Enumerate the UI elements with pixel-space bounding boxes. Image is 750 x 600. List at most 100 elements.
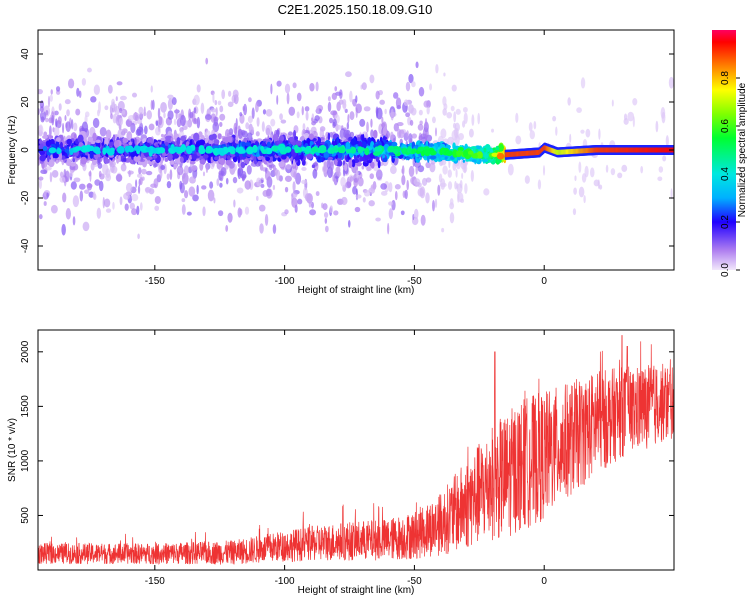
spectrogram-cell — [166, 135, 173, 144]
spectrogram-peak — [205, 147, 211, 154]
spectrogram-cell — [350, 138, 356, 146]
spectrogram-speckle — [90, 96, 97, 103]
spectrogram-speckle — [621, 164, 628, 173]
spectrogram-speckle — [312, 168, 318, 179]
spectrogram-speckle — [325, 225, 329, 233]
spectrogram-speckle — [104, 105, 109, 111]
spectrogram-speckle — [597, 179, 600, 189]
spectrogram-cell — [172, 153, 179, 159]
spectrogram-speckle — [166, 173, 170, 180]
spectrogram-speckle — [292, 181, 296, 192]
spectrogram-cell — [227, 136, 233, 143]
spectrogram-speckle — [105, 208, 112, 213]
spectrogram-speckle — [258, 204, 266, 212]
spectrogram-cell — [195, 141, 201, 147]
spectrogram-cell — [234, 139, 239, 144]
spectrogram-speckle — [349, 175, 354, 182]
spectrogram-peak — [456, 150, 464, 155]
spectrogram-cell — [55, 137, 61, 142]
spectrogram-speckle — [623, 113, 628, 121]
spectrogram-speckle — [251, 126, 255, 135]
spectrogram-speckle — [191, 165, 196, 172]
spectrogram-cell — [55, 159, 59, 164]
spectrogram-speckle — [71, 119, 74, 130]
spectrogram-speckle — [400, 210, 405, 216]
spectrogram-speckle — [355, 194, 362, 199]
spectrogram-speckle — [219, 105, 224, 113]
spectrogram-speckle — [43, 201, 47, 207]
spectrogram-speckle — [180, 114, 186, 127]
spectrogram-speckle — [463, 112, 468, 125]
spectrogram-peak — [48, 147, 57, 154]
spectrogram-speckle — [201, 185, 207, 190]
spectrogram-speckle — [423, 100, 430, 108]
snr-y-ticks: 500 1000 1500 2000 — [20, 340, 674, 524]
spectrogram-speckle — [580, 129, 585, 134]
spectrogram-speckle — [154, 195, 161, 205]
spectrogram-cell — [311, 164, 316, 169]
spectrogram-speckle — [572, 208, 577, 216]
spectrogram-speckle — [434, 198, 438, 208]
spectrogram-speckle — [388, 208, 394, 220]
spectrogram-speckle — [272, 224, 277, 234]
spectrogram-speckle — [219, 121, 223, 128]
spectrogram-speckle — [102, 196, 105, 209]
spectrogram-cell — [281, 154, 287, 160]
spectrogram-speckle — [137, 185, 141, 194]
spectrogram-cell — [189, 160, 196, 165]
spectrogram-peak — [229, 150, 236, 155]
spectrogram-speckle — [573, 187, 577, 195]
y-tick-label: 40 — [20, 48, 31, 60]
spectrogram-speckle — [589, 167, 595, 178]
spectrogram-speckle — [155, 120, 159, 127]
spectrogram-cell — [61, 151, 66, 155]
spectrogram-x-label: Height of straight line (km) — [298, 285, 415, 296]
spectrogram-speckle — [405, 112, 411, 118]
spectrogram-cell — [92, 132, 97, 142]
spectrogram-speckle — [296, 111, 300, 119]
spectrogram-speckle — [120, 163, 127, 172]
spectrogram-speckle — [431, 116, 436, 124]
colorbar: 0.0 0.2 0.4 0.6 0.8 Normalized spectral ampl… — [712, 30, 748, 277]
spectrogram-speckle — [205, 57, 209, 65]
spectrogram-peak — [293, 146, 301, 151]
spectrogram-speckle — [442, 96, 447, 107]
spectrogram-speckle — [355, 103, 362, 114]
y-tick-label: 500 — [20, 507, 31, 524]
spectrogram-speckle — [48, 125, 52, 138]
spectrogram-speckle — [72, 195, 80, 208]
spectrogram-speckle — [183, 165, 189, 175]
spectrogram-speckle — [137, 173, 143, 178]
spectrogram-speckle — [255, 131, 260, 137]
spectrogram-cell — [211, 133, 217, 140]
y-tick-label: -20 — [20, 190, 31, 205]
spectrogram-speckle — [343, 100, 347, 111]
spectrogram-cell — [245, 159, 250, 165]
spectrogram-speckle — [213, 116, 218, 127]
colorbar-tick-label: 0.6 — [720, 119, 731, 133]
spectrogram-speckle — [345, 71, 352, 78]
spectrogram-speckle — [117, 100, 125, 112]
spectrogram-cell — [445, 144, 451, 149]
spectrogram-peak — [470, 153, 478, 159]
spectrogram-cell — [337, 160, 343, 167]
spectrogram-speckle — [334, 86, 338, 92]
spectrogram-speckle — [65, 121, 71, 133]
spectrogram-y-ticks: -40 -20 0 20 40 — [20, 48, 674, 253]
spectrogram-speckle — [64, 99, 71, 105]
spectrogram-speckle — [217, 210, 224, 217]
spectrogram-speckle — [193, 94, 200, 106]
spectrogram-speckle — [139, 202, 143, 211]
spectrogram-panel: -150 -100 -50 0 -40 -20 0 20 40 Height of strai… — [7, 29, 675, 296]
spectrogram-speckle — [329, 117, 334, 124]
spectrogram-speckle — [119, 107, 123, 114]
spectrogram-cell — [429, 155, 437, 160]
spectrogram-speckle — [167, 110, 174, 120]
spectrogram-speckle — [84, 189, 90, 194]
spectrogram-speckle — [343, 129, 350, 138]
spectrogram-speckle — [150, 100, 153, 111]
spectrogram-speckle — [324, 217, 328, 224]
spectrogram-speckle — [210, 107, 217, 113]
spectrogram-cell — [345, 141, 351, 150]
spectrogram-speckle — [115, 174, 123, 182]
